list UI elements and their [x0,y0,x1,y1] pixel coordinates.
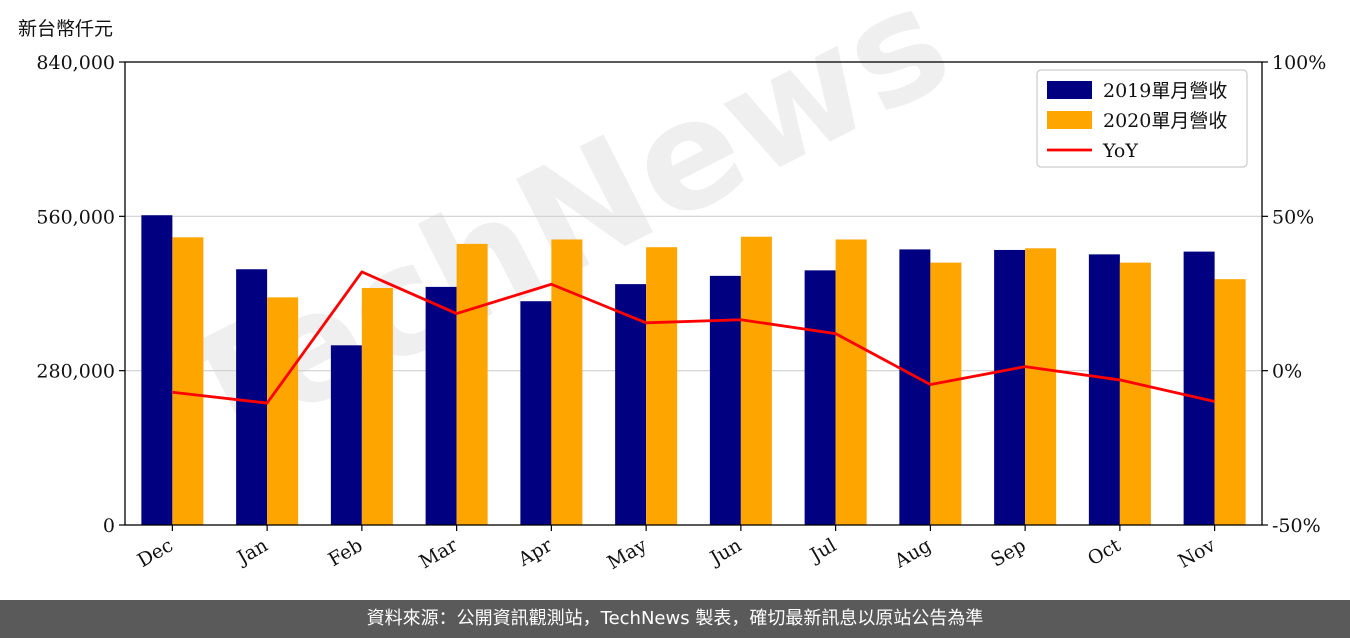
bar-2019-dec [141,215,173,525]
bar-2019-aug [899,249,931,525]
bar-2020-oct [1119,262,1151,525]
x-tick-label-jul: Jul [805,534,840,567]
right-tick-label: -50% [1272,515,1321,537]
bar-2019-feb [330,345,362,525]
bar-2019-apr [520,301,552,525]
legend-swatch-1 [1047,111,1092,129]
x-tick-label-feb: Feb [325,534,367,571]
bar-2020-jan [267,297,299,525]
right-tick-label: 100% [1272,52,1326,74]
x-tick-label-mar: Mar [416,534,462,573]
legend-label-2: YoY [1102,140,1138,162]
bar-2020-jul [835,239,867,525]
x-tick-label-jan: Jan [232,534,272,570]
revenue-chart: TechNews 0280,000560,000840,000-50%0%50%… [36,0,1326,574]
legend-swatch-0 [1047,81,1092,99]
bar-2019-nov [1183,251,1215,525]
right-tick-label: 0% [1272,361,1302,383]
right-tick-label: 50% [1272,206,1314,228]
x-tick-label-apr: Apr [514,534,557,571]
x-tick-label-dec: Dec [134,534,177,572]
grid-lines [125,215,1262,372]
x-tick-label-nov: Nov [1175,534,1220,573]
bar-2019-oct [1088,254,1120,525]
x-tick-label-sep: Sep [987,534,1030,571]
bar-2020-jun [740,236,772,525]
bar-2019-jul [804,270,836,525]
bar-2019-jan [236,269,268,525]
left-tick-label: 840,000 [36,52,115,74]
bars [141,215,1246,526]
x-tick-label-aug: Aug [890,534,935,573]
left-tick-label: 560,000 [36,206,115,228]
left-tick-label: 0 [103,515,115,537]
x-tick-label-jun: Jun [705,534,746,570]
bar-2020-aug [930,262,962,525]
bar-2019-may [615,284,647,525]
legend-label-0: 2019單月營收 [1103,80,1227,102]
bar-2019-sep [994,249,1026,526]
left-tick-label: 280,000 [36,361,115,383]
source-footer: 資料來源：公開資訊觀測站，TechNews 製表，確切最新訊息以原站公告為準 [0,600,1350,638]
bar-2020-dec [172,237,204,525]
yoy-line [172,270,1215,405]
bar-2019-jun [709,275,741,525]
bar-2020-apr [551,239,583,525]
yoy-line-layer [172,270,1215,405]
bar-2020-sep [1025,248,1057,526]
bar-2020-nov [1214,279,1246,525]
bar-2020-feb [361,287,393,525]
bar-2020-mar [456,243,488,525]
bar-2019-mar [425,286,457,525]
legend-label-1: 2020單月營收 [1103,110,1227,132]
bar-2020-may [646,247,678,525]
legend: 2019單月營收 2020單月營收 YoY [1036,69,1248,168]
plot-frame [124,61,1263,526]
y-axis-unit-label: 新台幣仟元 [18,18,114,40]
x-tick-label-oct: Oct [1084,534,1125,570]
x-tick-label-may: May [604,534,651,574]
